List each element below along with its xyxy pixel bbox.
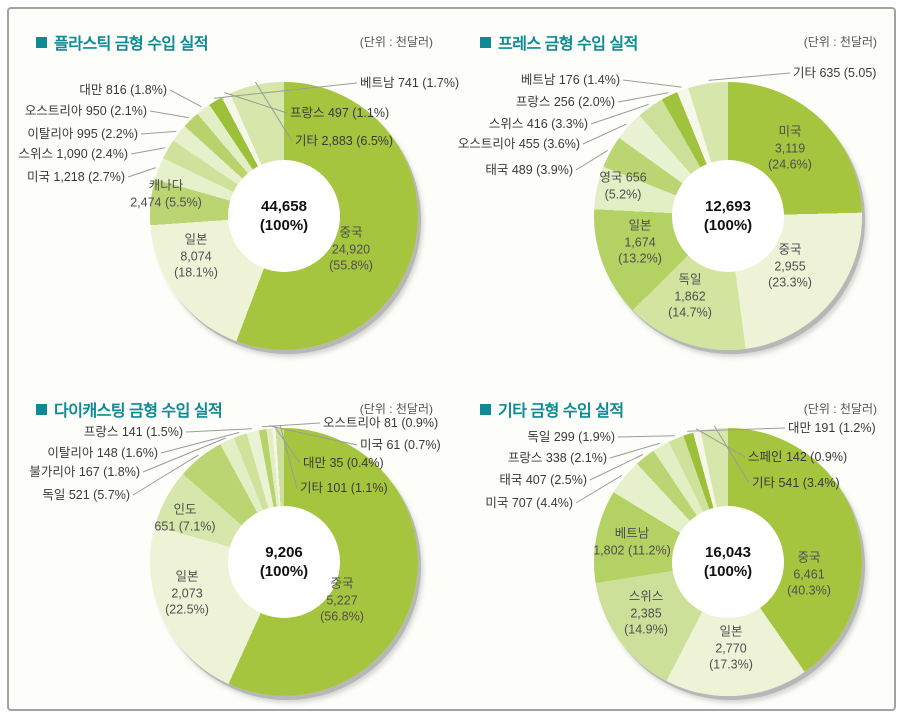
donut-hole: 44,658 (100%) bbox=[228, 160, 340, 272]
pie-callout-label: 대만 816 (1.8%) bbox=[79, 83, 167, 97]
donut-hole: 12,693 (100%) bbox=[672, 160, 784, 272]
square-bullet-icon bbox=[36, 36, 47, 48]
pie-callout-label: 오스트리아 455 (3.6%) bbox=[457, 137, 580, 151]
pie-callout-label: 독일 299 (1.9%) bbox=[527, 430, 615, 444]
pie-callout-label: 프랑스 497 (1.1%) bbox=[290, 106, 390, 120]
pie-inside-label: 일본 2,073 (22.5%) bbox=[165, 569, 209, 617]
center-total-label: 9,206 (100%) bbox=[260, 543, 308, 582]
total-share: (100%) bbox=[259, 217, 309, 234]
pie-inside-label: 중국 5,227 (56.8%) bbox=[320, 576, 364, 624]
pie-callout-label: 이탈리아 995 (2.2%) bbox=[27, 127, 138, 141]
pie-callout-label: 기타 541 (3.4%) bbox=[752, 476, 840, 490]
pie-callout-label: 기타 2,883 (6.5%) bbox=[295, 134, 394, 148]
donut-hole: 16,043 (100%) bbox=[672, 506, 784, 618]
chart-title: 프레스 금형 수입 실적 bbox=[498, 36, 638, 53]
pie-callout-label: 베트남 176 (1.4%) bbox=[520, 73, 620, 87]
labels-layer: 중국 24,920 (55.8%) 일본 8,074 (18.1%) 캐나다 2,474 (5… bbox=[14, 12, 459, 357]
pie-inside-label: 일본 1,674 (13.2%) bbox=[618, 218, 662, 266]
pie-callout-label: 대만 191 (1.2%) bbox=[788, 421, 876, 435]
chart-title-row: 프레스 금형 수입 실적 bbox=[480, 30, 638, 54]
pie-inside-label: 중국 2,955 (23.3%) bbox=[768, 242, 812, 290]
labels-layer: 미국 3,119 (24.6%) 중국 2,955 (23.3%) 독일 1,862 (14.7… bbox=[458, 12, 893, 357]
square-bullet-icon bbox=[480, 36, 491, 48]
unit-label: (단위 : 천달러) bbox=[359, 402, 433, 416]
pie-inside-label: 미국 3,119 (24.6%) bbox=[768, 124, 812, 172]
pie-inside-label: 캐나다 2,474 (5.5%) bbox=[130, 178, 202, 210]
unit-label: (단위 : 천달러) bbox=[359, 35, 433, 49]
total-value: 16,043 bbox=[705, 543, 751, 561]
pie-callout-label: 기타 635 (5.05) bbox=[793, 66, 877, 80]
unit-label: (단위 : 천달러) bbox=[803, 402, 877, 416]
pie-callout-label: 스위스 416 (3.3%) bbox=[488, 117, 588, 131]
pie-inside-label: 영국 656 (5.2%) bbox=[599, 170, 647, 202]
chart-title: 기타 금형 수입 실적 bbox=[498, 403, 624, 420]
total-value: 44,658 bbox=[261, 197, 307, 215]
pie-inside-label: 중국 24,920 (55.8%) bbox=[329, 225, 373, 273]
pie-callout-label: 불가리아 167 (1.8%) bbox=[29, 465, 140, 479]
total-value: 9,206 bbox=[265, 543, 303, 561]
total-value: 12,693 bbox=[705, 197, 751, 215]
pie-callout-label: 이탈리아 148 (1.6%) bbox=[47, 446, 158, 460]
chart-panel-diecasting: 다이캐스팅 금형 수입 실적 (단위 : 천달러) 9,206 (100%) 중… bbox=[14, 373, 449, 718]
chart-title-row: 기타 금형 수입 실적 bbox=[480, 397, 624, 421]
pie-callout-label: 스페인 142 (0.9%) bbox=[748, 450, 848, 464]
pie-callout-label: 베트남 741 (1.7%) bbox=[360, 76, 460, 90]
pie-inside-label: 중국 6,461 (40.3%) bbox=[787, 550, 831, 598]
center-total-label: 16,043 (100%) bbox=[704, 543, 752, 582]
chart-panel-plastic: 플라스틱 금형 수입 실적 (단위 : 천달러) 44,658 (100%) 중… bbox=[14, 12, 459, 357]
pie-callout-label: 독일 521 (5.7%) bbox=[42, 488, 130, 502]
pie-callout-label: 미국 1,218 (2.7%) bbox=[26, 170, 125, 184]
chart-panel-press: 프레스 금형 수입 실적 (단위 : 천달러) 12,693 (100%) 미국… bbox=[458, 12, 893, 357]
pie-callout-label: 태국 489 (3.9%) bbox=[485, 163, 573, 177]
chart-title: 플라스틱 금형 수입 실적 bbox=[54, 36, 209, 53]
pie-inside-label: 스위스 2,385 (14.9%) bbox=[624, 589, 668, 637]
chart-title-row: 다이캐스팅 금형 수입 실적 bbox=[36, 397, 223, 421]
center-total-label: 44,658 (100%) bbox=[260, 197, 308, 236]
pie-callout-label: 프랑스 338 (2.1%) bbox=[507, 451, 607, 465]
labels-layer: 중국 5,227 (56.8%) 일본 2,073 (22.5%) 인도 651 (7.1%)… bbox=[14, 373, 449, 718]
chart-title: 다이캐스팅 금형 수입 실적 bbox=[54, 403, 223, 420]
center-total-label: 12,693 (100%) bbox=[704, 197, 752, 236]
pie-callout-label: 미국 61 (0.7%) bbox=[360, 438, 441, 452]
square-bullet-icon bbox=[36, 403, 47, 415]
pie-callout-label: 프랑스 141 (1.5%) bbox=[83, 425, 183, 439]
pie-inside-label: 인도 651 (7.1%) bbox=[154, 502, 216, 534]
chart-title-row: 플라스틱 금형 수입 실적 bbox=[36, 30, 209, 54]
pie-callout-label: 스위스 1,090 (2.4%) bbox=[18, 147, 128, 161]
pie-callout-label: 오스트리아 81 (0.9%) bbox=[323, 416, 439, 430]
pie-callout-label: 대만 35 (0.4%) bbox=[303, 456, 384, 470]
pie-callout-label: 태국 407 (2.5%) bbox=[499, 473, 587, 487]
total-share: (100%) bbox=[703, 217, 753, 234]
pie-callout-label: 오스트리아 950 (2.1%) bbox=[24, 104, 147, 118]
total-share: (100%) bbox=[703, 563, 753, 580]
unit-label: (단위 : 천달러) bbox=[803, 35, 877, 49]
pie-callout-label: 프랑스 256 (2.0%) bbox=[515, 95, 615, 109]
pie-inside-label: 베트남 1,802 (11.2%) bbox=[593, 526, 671, 558]
pie-callout-label: 기타 101 (1.1%) bbox=[300, 481, 388, 495]
pie-inside-label: 일본 8,074 (18.1%) bbox=[174, 232, 218, 280]
pie-inside-label: 일본 2,770 (17.3%) bbox=[709, 624, 753, 672]
donut-hole: 9,206 (100%) bbox=[228, 506, 340, 618]
donut-chart: 12,693 (100%) bbox=[594, 82, 862, 350]
pie-inside-label: 독일 1,862 (14.7%) bbox=[668, 272, 712, 320]
square-bullet-icon bbox=[480, 403, 491, 415]
labels-layer: 중국 6,461 (40.3%) 일본 2,770 (17.3%) 스위스 2,385 (14.… bbox=[458, 373, 893, 718]
total-share: (100%) bbox=[259, 563, 309, 580]
pie-callout-label: 미국 707 (4.4%) bbox=[485, 496, 573, 510]
donut-chart: 44,658 (100%) bbox=[150, 82, 418, 350]
chart-panel-other: 기타 금형 수입 실적 (단위 : 천달러) 16,043 (100%) 중국 6… bbox=[458, 373, 893, 718]
